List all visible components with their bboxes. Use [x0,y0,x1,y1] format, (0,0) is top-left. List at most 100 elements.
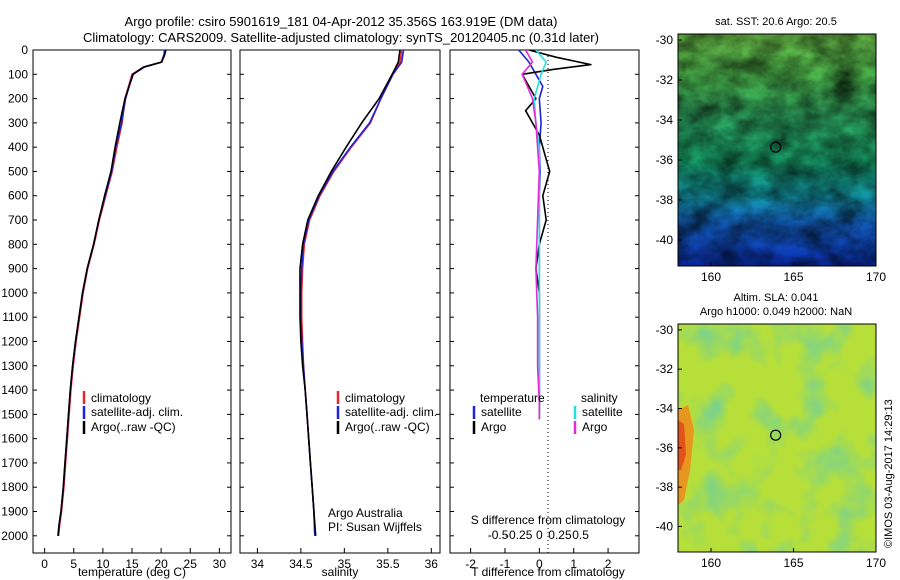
figure-title-line1: Argo profile: csiro 5901619_181 04-Apr-2… [125,14,558,29]
s-diff-tick-label: 0 [536,528,543,542]
map-y-tick-label: -40 [656,519,674,533]
x-tick-label: 36 [425,557,439,571]
s-diff-tick-label: -0.5 [488,528,509,542]
sst-map-ticks: 160 165 170 -30 -32 -34 -36 -38 -40 [656,33,887,284]
credit-line-2: PI: Susan Wijffels [328,520,422,534]
x-tick-label: 0 [41,557,48,571]
depth-tick-label: 1200 [1,334,28,348]
sla-heatmap-texture [678,324,876,552]
x-tick-label: 34 [251,557,265,571]
legend-label-t-argo: Argo [481,420,507,434]
map-y-tick-label: -36 [656,153,674,167]
sst-heatmap-texture [678,34,876,266]
map-y-tick-label: -34 [656,113,674,127]
depth-tick-label: 1800 [1,480,28,494]
x-tick-label: 20 [154,557,168,571]
depth-tick-label: 1400 [1,383,28,397]
x-tick-label: 2 [605,557,612,571]
x-tick-label: 30 [213,557,227,571]
map-x-tick-label: 170 [866,556,886,570]
map-y-tick-label: -34 [656,402,674,416]
map-y-tick-label: -32 [656,73,674,87]
depth-tick-label: 600 [8,189,28,203]
temperature-legend: climatology satellite-adj. clim. Argo(..… [82,391,183,434]
sla-map-frame [677,323,877,553]
temperature-lines [57,50,167,536]
x-tick-label: 0 [536,557,543,571]
temperature-xlabel: temperature (deg C) [78,565,186,579]
depth-tick-label: 700 [8,213,28,227]
x-tick-label: 10 [96,557,110,571]
sla-map-ticks: 160 165 170 -30 -32 -34 -36 -38 -40 [656,323,887,570]
depth-tick-label: 1300 [1,359,28,373]
depth-tick-label: 800 [8,237,28,251]
depth-tick-label: 2000 [1,529,28,543]
depth-tick-label: 900 [8,262,28,276]
depth-tick-label: 1900 [1,505,28,519]
legend-label-argo: Argo(..raw -QC) [345,420,430,434]
depth-tick-label: 100 [8,67,28,81]
salinity-argo-line [521,50,541,420]
x-tick-label: 1 [570,557,577,571]
s-diff-tick-label: 0.5 [572,528,589,542]
difference-legend: temperature satellite Argo salinity sate… [472,391,623,434]
map-x-tick-label: 160 [701,270,721,284]
map-x-tick-label: 165 [783,270,803,284]
sst-map-panel: sat. SST: 20.6 Argo: 20.5 160 165 170 -30 -3… [656,16,887,284]
sla-map-title-line1: Altim. SLA: 0.041 [734,292,819,304]
map-x-tick-label: 170 [866,270,886,284]
x-tick-label: -1 [500,557,511,571]
salinity-lines [299,50,405,536]
sla-peak-anomaly-patch [678,420,686,470]
salinity-panel: 34 34.5 35 35.5 36 salinity climatology sate… [239,49,441,579]
depth-tick-label: 1000 [1,286,28,300]
legend-label-climatology: climatology [345,391,405,405]
temperature-panel: 0100200300400500600700800900100011001200… [1,43,232,579]
s-difference-label: S difference from climatology [471,513,626,527]
x-tick-label: 35.5 [376,557,400,571]
x-tick-label: 5 [70,557,77,571]
x-tick-label: 35 [338,557,352,571]
map-y-tick-label: -40 [656,233,674,247]
t-difference-xlabel: T difference from climatology [471,565,625,579]
x-tick-label: -2 [465,557,476,571]
difference-axes-frame [449,49,640,554]
credit-line-1: Argo Australia [328,506,403,520]
map-y-tick-label: -30 [656,323,674,337]
depth-axis-ticks: 0 100 200 300 400 500 600 700 800 900 1000 1100 1200… [1,43,28,543]
legend-label-argo: Argo(..raw -QC) [91,420,176,434]
legend-label-t-satellite: satellite [481,405,522,419]
x-tick-label: 34.5 [289,557,313,571]
argo-raw-qc-line [299,50,401,536]
legend-title-temperature: temperature [480,391,545,405]
map-y-tick-label: -38 [656,193,674,207]
map-x-tick-label: 160 [701,556,721,570]
depth-tick-label: 0 [21,43,28,57]
legend-label-s-argo: Argo [582,420,608,434]
legend-label-satellite: satellite-adj. clim. [91,405,183,419]
map-y-tick-label: -30 [656,33,674,47]
map-y-tick-label: -32 [656,362,674,376]
depth-tick-label: 500 [8,164,28,178]
s-diff-tick-label: 0.25 [548,528,572,542]
t-difference-axis-ticks: -2 -1 0 1 2 [450,49,639,571]
depth-tick-label: 400 [8,140,28,154]
x-tick-label: 25 [184,557,198,571]
x-tick-label: 15 [125,557,139,571]
depth-tick-label: 1700 [1,456,28,470]
difference-panel: -2 -1 0 1 2 T difference from climatology S … [449,49,640,579]
argo-raw-qc-line [57,50,167,536]
salinity-legend: climatology satellite-adj. clim. Argo(..… [336,391,437,434]
s-difference-axis-ticks: -0.5-0.25 0 0.25 0.5 [488,528,589,542]
depth-tick-label: 1600 [1,432,28,446]
depth-tick-label: 1500 [1,407,28,421]
map-y-tick-label: -38 [656,480,674,494]
temperature-axis-ticks: 0 5 10 15 20 25 30 [33,49,231,571]
legend-label-s-satellite: satellite [582,405,623,419]
difference-lines [518,50,592,420]
sla-map-panel: Altim. SLA: 0.041 Argo h1000: 0.049 h200… [656,292,887,570]
sst-argo-location-marker [770,141,782,153]
depth-tick-label: 300 [8,116,28,130]
sla-map-title-line2: Argo h1000: 0.049 h2000: NaN [700,306,852,318]
